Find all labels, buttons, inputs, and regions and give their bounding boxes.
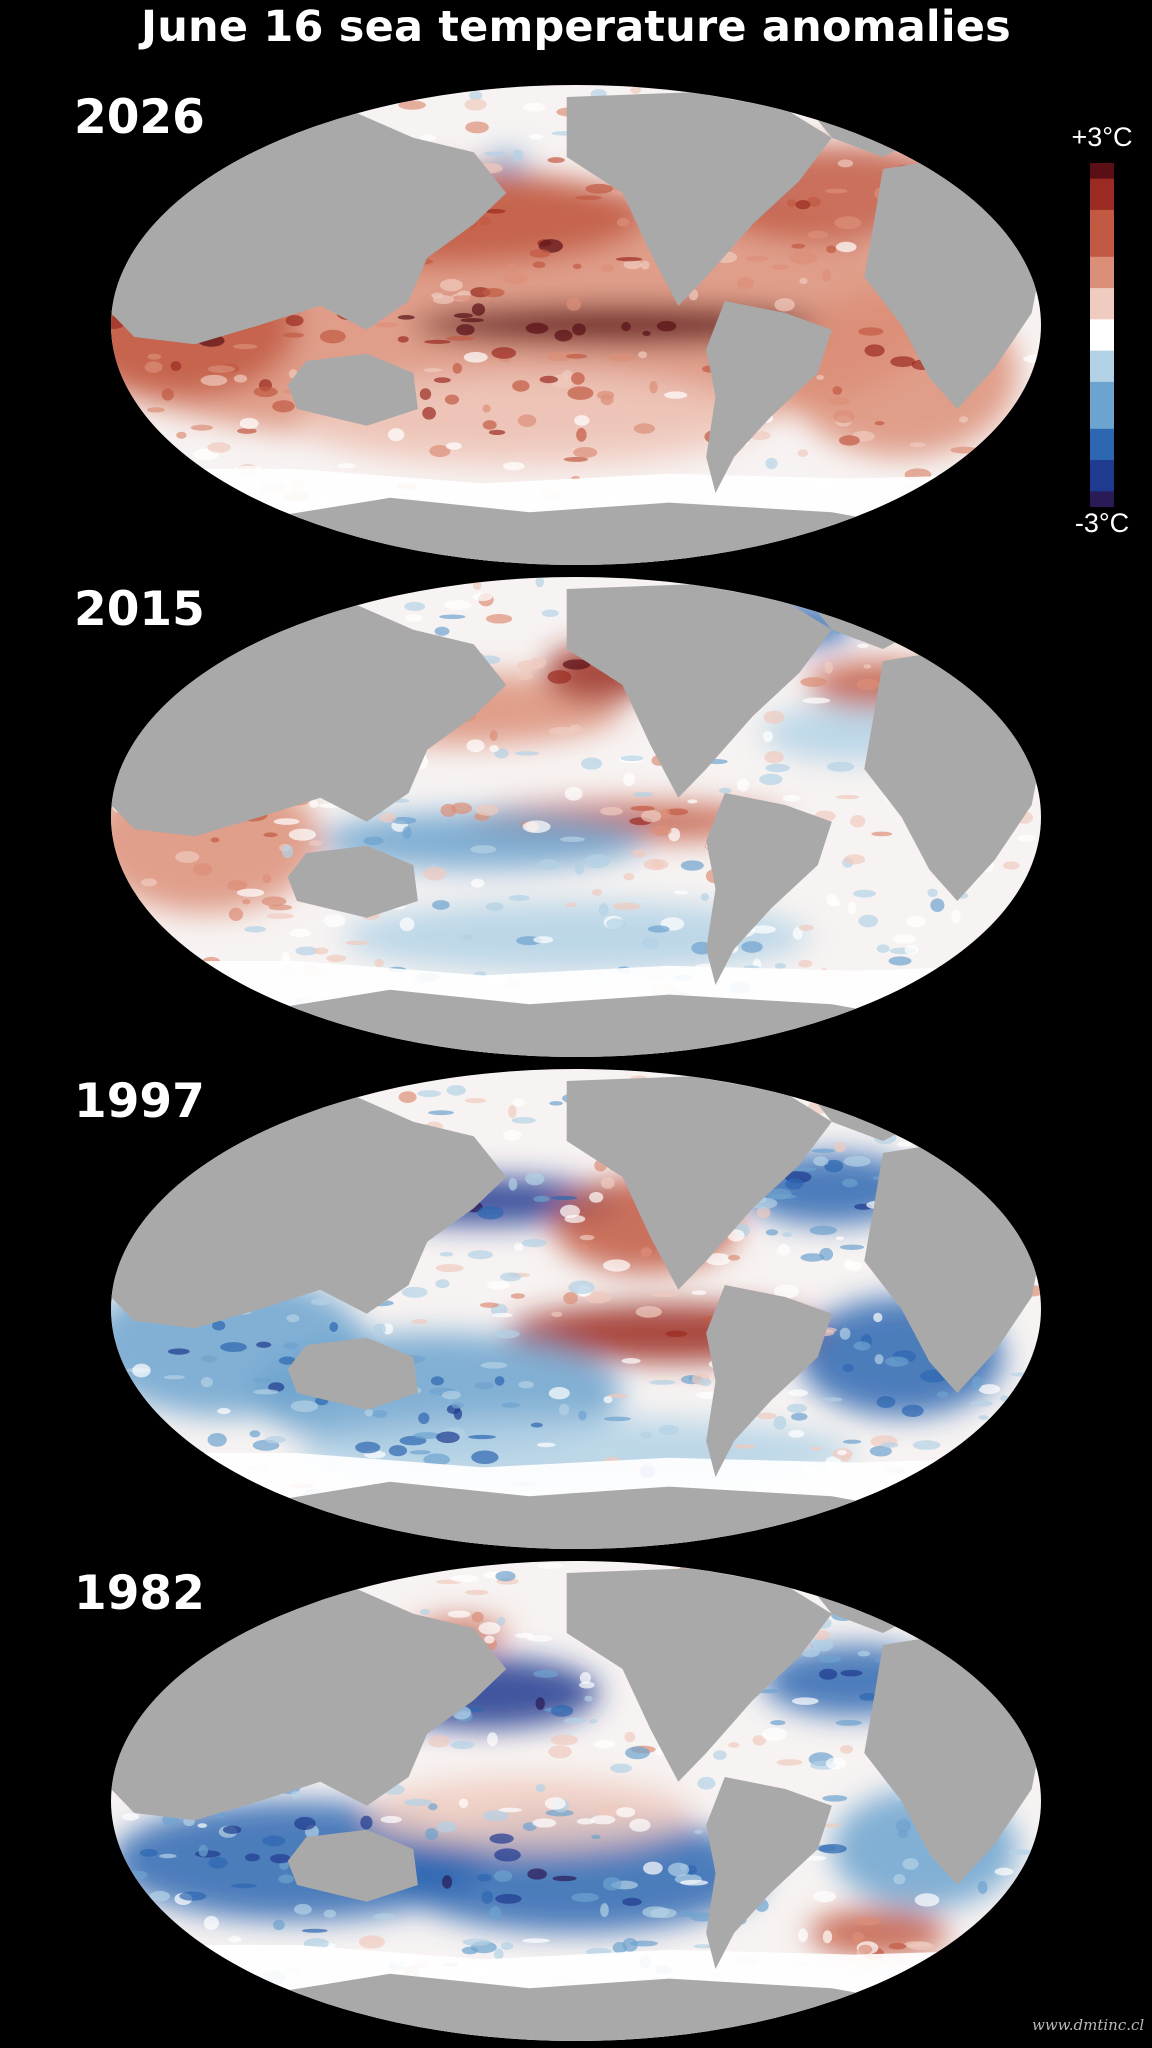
legend-step <box>1090 444 1114 461</box>
land-northAmerica <box>566 1568 832 1782</box>
legend-step <box>1090 428 1114 445</box>
year-label: 1997 <box>74 1074 205 1129</box>
map-panel-2015: 2015 <box>0 574 1152 1064</box>
legend-step <box>1090 350 1114 367</box>
legend-step <box>1090 366 1114 383</box>
legend-step <box>1090 475 1114 492</box>
map-panel-1997: 1997 <box>0 1066 1152 1556</box>
world-map <box>111 85 1041 565</box>
land-southAmerica <box>706 1777 832 1969</box>
credit-watermark: www.dmtinc.cl <box>1032 2016 1145 2034</box>
legend-step <box>1090 397 1114 414</box>
legend-min-label: -3°C <box>1074 508 1130 538</box>
legend-step <box>1090 319 1114 336</box>
legend-step <box>1090 163 1114 180</box>
land-northAmerica <box>566 92 832 306</box>
legend-step <box>1090 335 1114 352</box>
land-australia <box>287 1829 418 1902</box>
year-label: 2015 <box>74 582 205 637</box>
legend-step <box>1090 460 1114 477</box>
legend-step <box>1090 256 1114 273</box>
land-southAmerica <box>706 301 832 493</box>
land-australia <box>287 1337 418 1410</box>
world-map <box>111 1561 1041 2041</box>
land-northAmerica <box>566 1076 832 1290</box>
world-map <box>111 577 1041 1057</box>
map-panel-1982: 1982 <box>0 1558 1152 2048</box>
legend-step <box>1090 209 1114 227</box>
land-southAmerica <box>706 793 832 985</box>
year-label: 1982 <box>74 1566 205 1621</box>
anomaly-region <box>366 1777 693 1849</box>
legend-step <box>1090 413 1114 430</box>
color-scale-bar <box>1090 163 1114 507</box>
legend-max-label: +3°C <box>1071 122 1133 152</box>
page-title: June 16 sea temperature anomalies <box>141 2 1011 52</box>
world-map <box>111 1069 1041 1549</box>
land-australia <box>287 353 418 426</box>
legend-step <box>1090 225 1114 242</box>
legend-step <box>1090 288 1114 305</box>
legend-step <box>1090 381 1114 399</box>
legend-step <box>1090 491 1114 507</box>
year-label: 2026 <box>74 90 205 145</box>
anomaly-region <box>343 901 809 973</box>
legend-step <box>1090 241 1114 258</box>
map-panel-2026: 2026 <box>0 82 1152 572</box>
legend-step <box>1090 272 1114 289</box>
land-australia <box>287 845 418 918</box>
legend-step <box>1090 194 1114 211</box>
legend-step <box>1090 178 1114 195</box>
legend-step <box>1090 303 1114 320</box>
land-southAmerica <box>706 1285 832 1477</box>
land-northAmerica <box>566 584 832 798</box>
